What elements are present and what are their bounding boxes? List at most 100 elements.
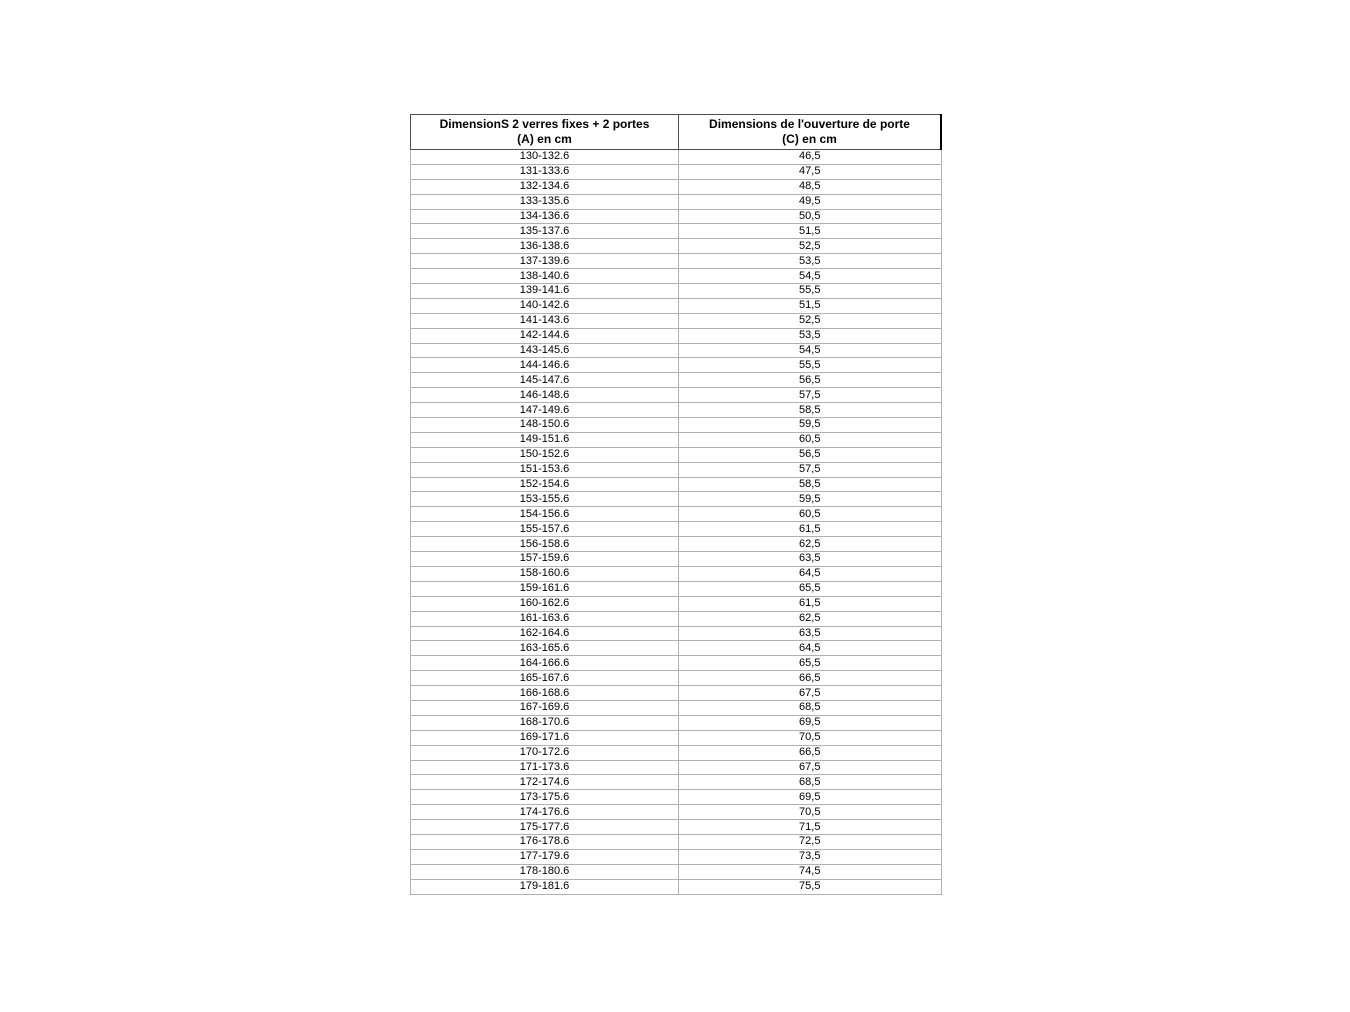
cell-dimension-a: 159-161.6: [410, 580, 679, 597]
cell-opening-c: 55,5: [678, 357, 942, 374]
header-col-a: DimensionS 2 verres fixes + 2 portes (A)…: [410, 114, 679, 150]
cell-opening-c: 55,5: [678, 283, 942, 299]
cell-opening-c: 56,5: [678, 372, 942, 389]
table-row: 142-144.6 53,5: [410, 327, 942, 344]
cell-opening-c: 63,5: [678, 625, 942, 642]
cell-opening-c: 46,5: [678, 149, 942, 165]
cell-dimension-a: 149-151.6: [410, 431, 679, 448]
table-row: 133-135.6 49,5: [410, 193, 942, 210]
table-row: 140-142.6 51,5: [410, 297, 942, 314]
table-row: 174-176.6 70,5: [410, 804, 942, 821]
cell-dimension-a: 153-155.6: [410, 491, 679, 508]
cell-dimension-a: 151-153.6: [410, 461, 679, 478]
table-row: 157-159.6 63,5: [410, 551, 942, 567]
cell-opening-c: 47,5: [678, 163, 942, 180]
cell-opening-c: 57,5: [678, 461, 942, 478]
cell-opening-c: 52,5: [678, 238, 942, 255]
cell-opening-c: 56,5: [678, 446, 942, 463]
table-row: 135-137.6 51,5: [410, 223, 942, 240]
cell-dimension-a: 161-163.6: [410, 610, 679, 627]
table-row: 137-139.6 53,5: [410, 253, 942, 270]
header-col-a-line1: DimensionS 2 verres fixes + 2 portes: [439, 117, 650, 131]
table-row: 130-132.6 46,5: [410, 149, 942, 165]
table-row: 175-177.6 71,5: [410, 819, 942, 835]
cell-opening-c: 53,5: [678, 327, 942, 344]
cell-dimension-a: 173-175.6: [410, 789, 679, 806]
table-row: 146-148.6 57,5: [410, 387, 942, 404]
cell-dimension-a: 142-144.6: [410, 327, 679, 344]
table-row: 145-147.6 56,5: [410, 372, 942, 389]
cell-dimension-a: 175-177.6: [410, 819, 679, 835]
cell-dimension-a: 132-134.6: [410, 178, 679, 195]
table-header: DimensionS 2 verres fixes + 2 portes (A)…: [410, 114, 942, 150]
cell-opening-c: 61,5: [678, 521, 942, 538]
cell-dimension-a: 178-180.6: [410, 863, 679, 880]
cell-opening-c: 62,5: [678, 536, 942, 553]
cell-opening-c: 73,5: [678, 848, 942, 865]
cell-opening-c: 58,5: [678, 476, 942, 493]
table-row: 155-157.6 61,5: [410, 521, 942, 538]
cell-dimension-a: 130-132.6: [410, 149, 679, 165]
header-col-a-line2: (A) en cm: [517, 132, 572, 146]
header-col-c-line1: Dimensions de l'ouverture de porte: [709, 117, 910, 131]
cell-dimension-a: 139-141.6: [410, 283, 679, 299]
cell-dimension-a: 147-149.6: [410, 402, 679, 419]
table-row: 166-168.6 67,5: [410, 685, 942, 701]
cell-opening-c: 62,5: [678, 610, 942, 627]
table-row: 141-143.6 52,5: [410, 312, 942, 329]
cell-opening-c: 69,5: [678, 789, 942, 806]
cell-opening-c: 53,5: [678, 253, 942, 270]
cell-dimension-a: 165-167.6: [410, 670, 679, 687]
table-row: 156-158.6 62,5: [410, 536, 942, 553]
cell-dimension-a: 143-145.6: [410, 342, 679, 359]
cell-dimension-a: 154-156.6: [410, 506, 679, 523]
cell-dimension-a: 155-157.6: [410, 521, 679, 538]
table-row: 143-145.6 54,5: [410, 342, 942, 359]
cell-dimension-a: 157-159.6: [410, 551, 679, 567]
table-row: 160-162.6 61,5: [410, 595, 942, 612]
table-row: 177-179.6 73,5: [410, 848, 942, 865]
cell-opening-c: 75,5: [678, 878, 942, 895]
table-row: 178-180.6 74,5: [410, 863, 942, 880]
cell-dimension-a: 145-147.6: [410, 372, 679, 389]
cell-dimension-a: 133-135.6: [410, 193, 679, 210]
cell-dimension-a: 169-171.6: [410, 729, 679, 746]
table-row: 163-165.6 64,5: [410, 640, 942, 657]
table-row: 131-133.6 47,5: [410, 163, 942, 180]
cell-opening-c: 71,5: [678, 819, 942, 835]
cell-dimension-a: 148-150.6: [410, 417, 679, 433]
table-row: 164-166.6 65,5: [410, 655, 942, 672]
table-row: 161-163.6 62,5: [410, 610, 942, 627]
table-row: 158-160.6 64,5: [410, 565, 942, 582]
table-row: 168-170.6 69,5: [410, 714, 942, 731]
cell-opening-c: 59,5: [678, 417, 942, 433]
table-row: 134-136.6 50,5: [410, 208, 942, 225]
cell-opening-c: 65,5: [678, 655, 942, 672]
cell-dimension-a: 141-143.6: [410, 312, 679, 329]
cell-opening-c: 49,5: [678, 193, 942, 210]
table-row: 136-138.6 52,5: [410, 238, 942, 255]
cell-dimension-a: 140-142.6: [410, 297, 679, 314]
table-row: 159-161.6 65,5: [410, 580, 942, 597]
table-row: 173-175.6 69,5: [410, 789, 942, 806]
cell-dimension-a: 131-133.6: [410, 163, 679, 180]
table-row: 169-171.6 70,5: [410, 729, 942, 746]
cell-dimension-a: 168-170.6: [410, 714, 679, 731]
cell-dimension-a: 135-137.6: [410, 223, 679, 240]
table-row: 148-150.6 59,5: [410, 417, 942, 433]
cell-dimension-a: 144-146.6: [410, 357, 679, 374]
dimensions-table: DimensionS 2 verres fixes + 2 portes (A)…: [410, 114, 942, 895]
cell-dimension-a: 174-176.6: [410, 804, 679, 821]
table-row: 171-173.6 67,5: [410, 759, 942, 776]
cell-opening-c: 64,5: [678, 640, 942, 657]
cell-opening-c: 51,5: [678, 223, 942, 240]
cell-opening-c: 65,5: [678, 580, 942, 597]
cell-opening-c: 72,5: [678, 833, 942, 850]
cell-dimension-a: 152-154.6: [410, 476, 679, 493]
cell-dimension-a: 150-152.6: [410, 446, 679, 463]
cell-opening-c: 66,5: [678, 744, 942, 761]
table-row: 139-141.6 55,5: [410, 283, 942, 299]
cell-opening-c: 51,5: [678, 297, 942, 314]
table-row: 152-154.6 58,5: [410, 476, 942, 493]
cell-opening-c: 68,5: [678, 699, 942, 716]
